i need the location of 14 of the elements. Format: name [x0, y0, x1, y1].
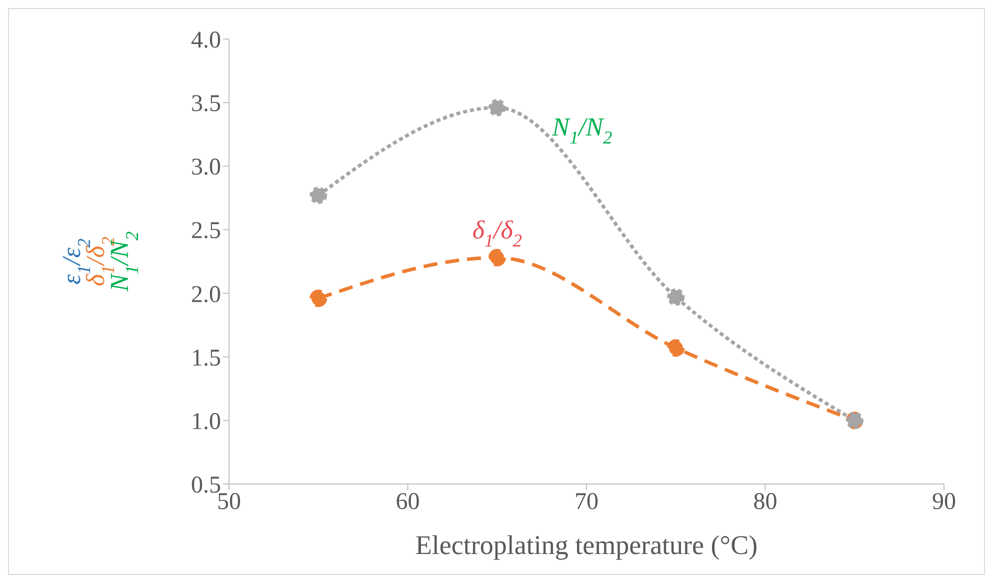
y-tick-label: 1.0 — [191, 408, 221, 435]
x-axis-title: Electroplating temperature (°C) — [415, 530, 758, 560]
y-tick-label: 3.5 — [191, 91, 221, 118]
x-tick-label: 90 — [932, 489, 956, 516]
y-tick-label: 3.0 — [191, 154, 221, 181]
x-tick-label: 70 — [574, 489, 598, 516]
y-tick-label: 2.0 — [191, 282, 221, 308]
x-tick-label: 80 — [753, 489, 778, 516]
y-tick-label: 1.5 — [191, 345, 221, 372]
y-tick-label: 2.5 — [191, 218, 221, 244]
y-tick-label: 4.0 — [191, 28, 221, 54]
series-label: N$_{1}$/N$_{2}$ — [551, 112, 612, 148]
series-label: δ$_{1}$/δ$_{2}$ — [472, 216, 522, 251]
x-tick-label: 60 — [396, 489, 420, 516]
